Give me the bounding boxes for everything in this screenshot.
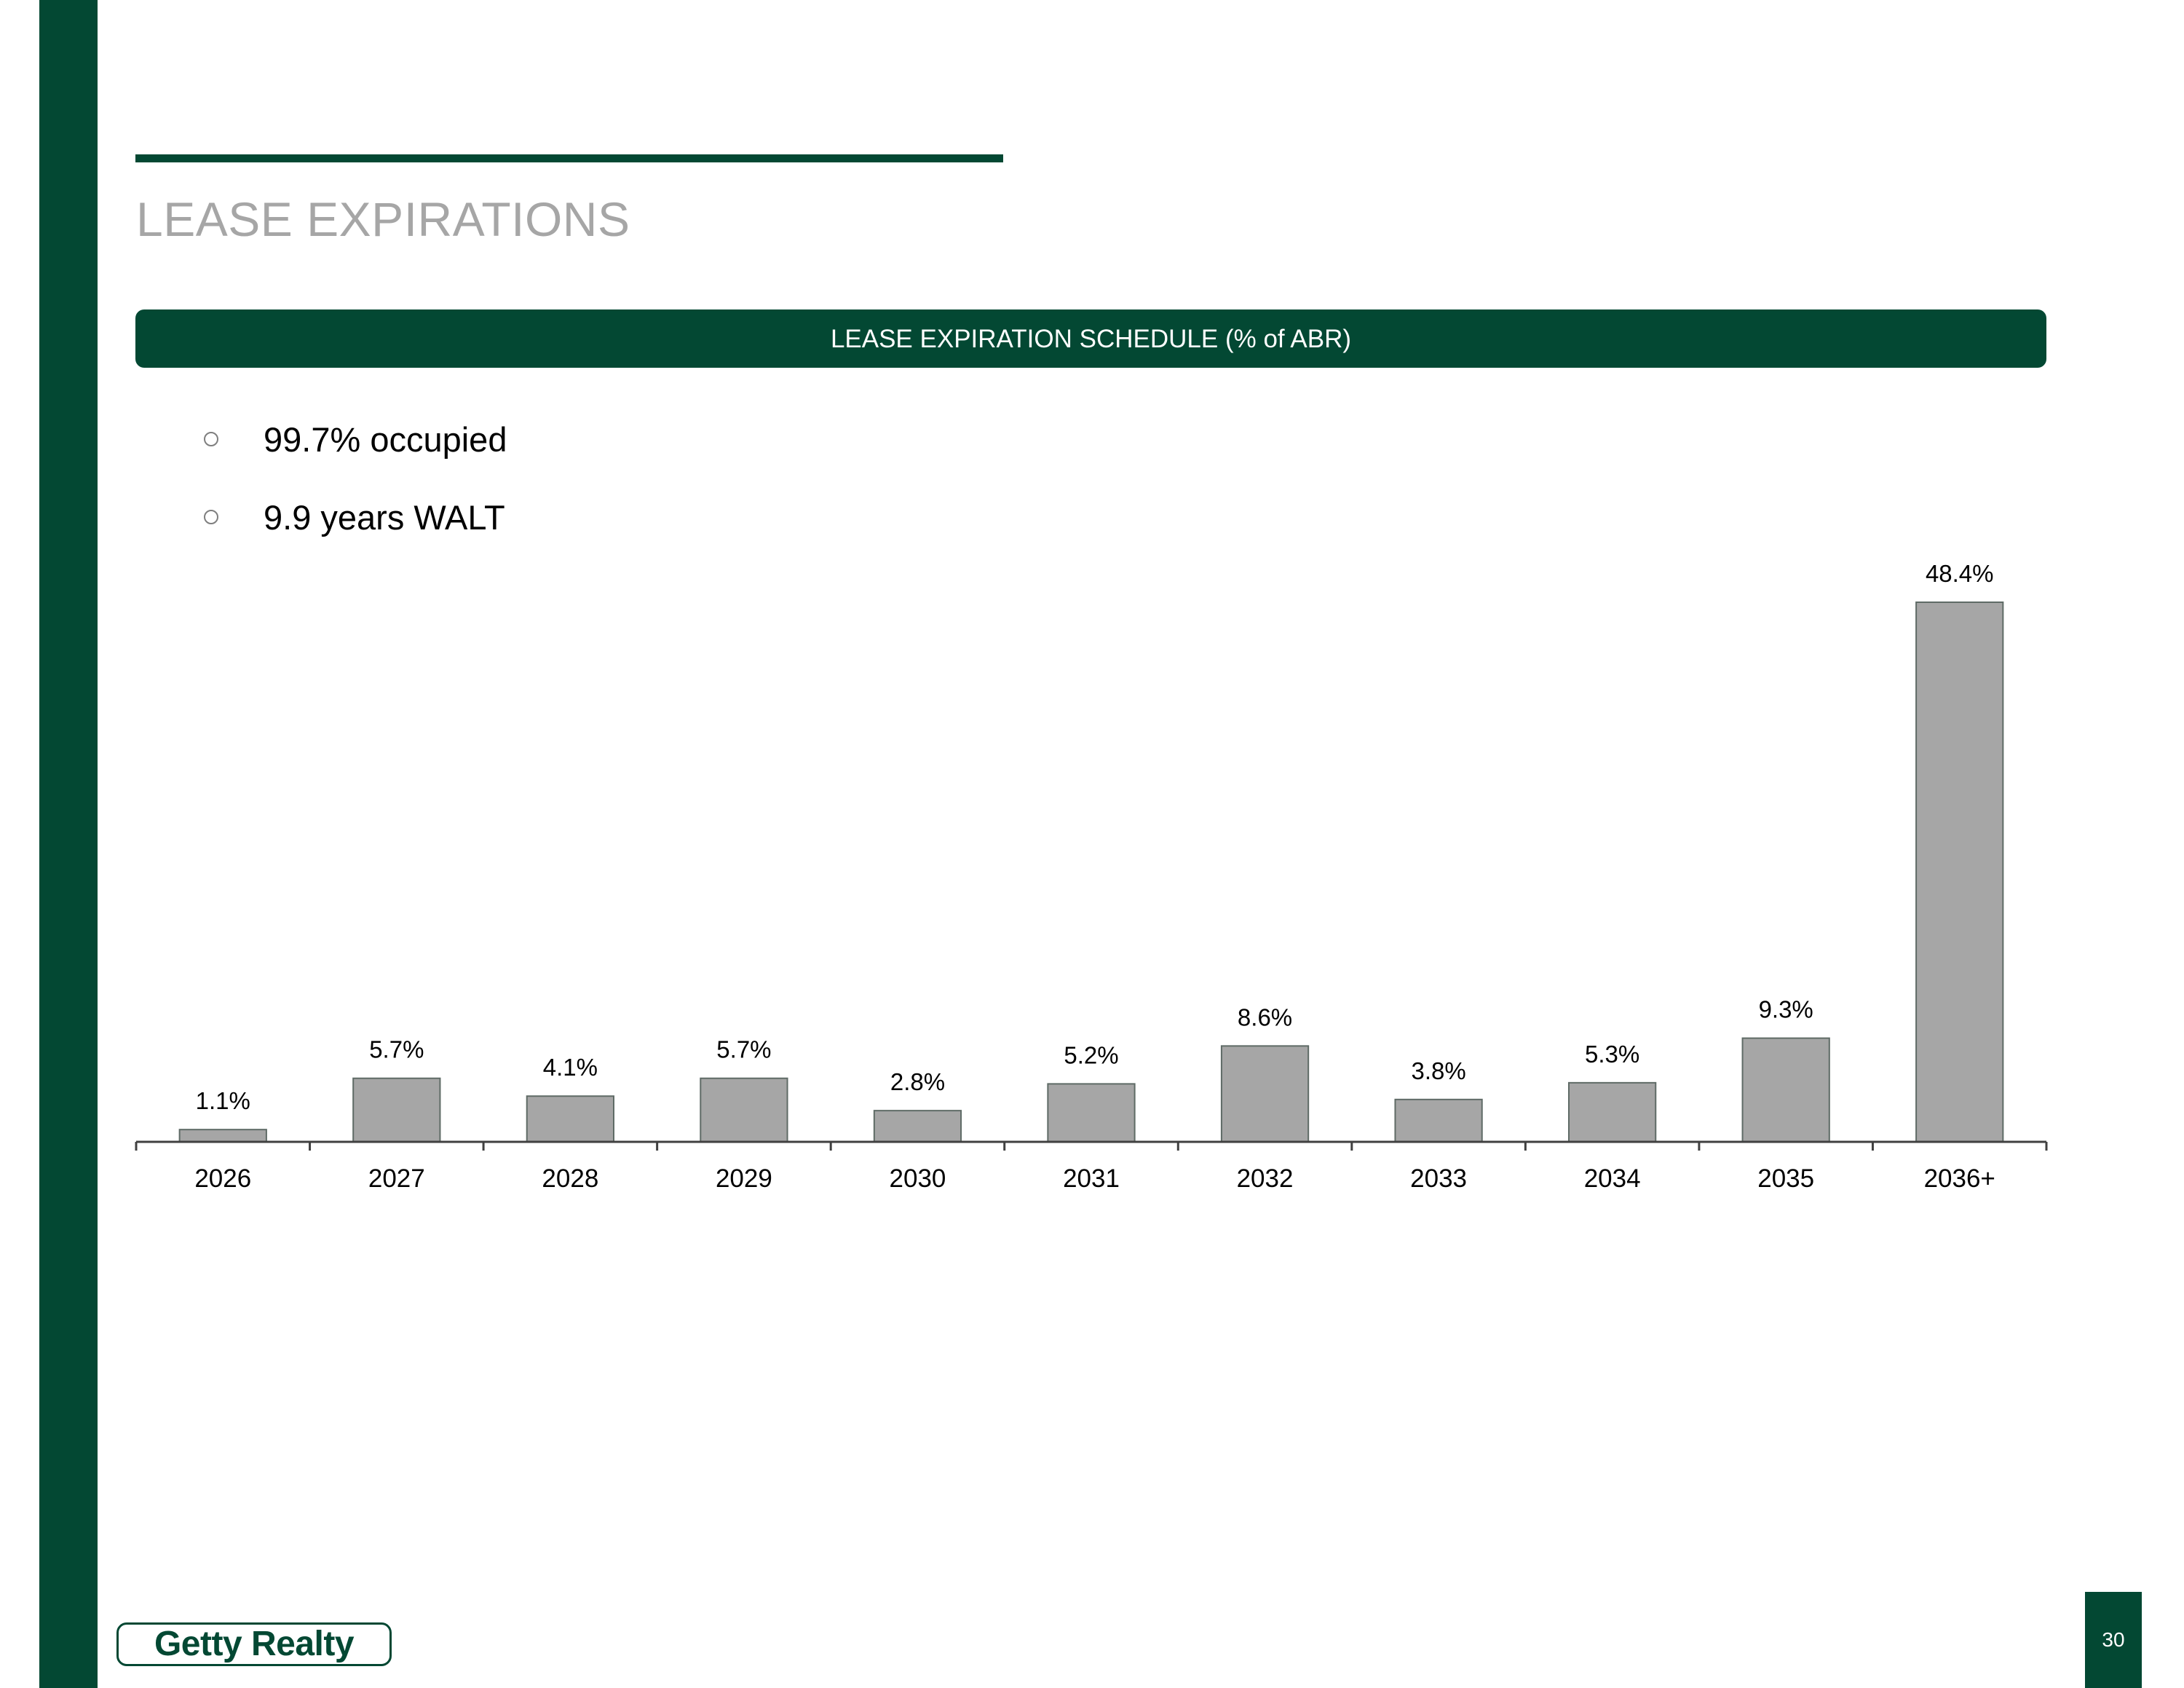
- bar: [1568, 1081, 1657, 1143]
- company-logo: Getty Realty: [116, 1622, 392, 1666]
- chart-section-header: LEASE EXPIRATION SCHEDULE (% of ABR): [135, 309, 2046, 368]
- data-label: 5.7%: [369, 1036, 424, 1063]
- x-tick-label: 2032: [1237, 1164, 1294, 1193]
- bar: [178, 1129, 267, 1143]
- data-label: 9.3%: [1759, 996, 1813, 1023]
- bar: [1915, 602, 2004, 1143]
- bar: [526, 1095, 615, 1143]
- bar: [1047, 1083, 1136, 1143]
- bullet-item: 9.9 years WALT: [204, 494, 507, 540]
- bar: [352, 1077, 441, 1143]
- data-label: 8.6%: [1238, 1003, 1292, 1030]
- bar: [873, 1110, 962, 1143]
- x-tick-label: 2033: [1410, 1164, 1467, 1193]
- bar: [700, 1077, 788, 1143]
- bullet-text: 99.7% occupied: [264, 419, 507, 459]
- data-label: 48.4%: [1926, 560, 1994, 587]
- logo-text: Getty Realty: [154, 1625, 355, 1663]
- data-label: 1.1%: [196, 1087, 250, 1114]
- data-label: 4.1%: [543, 1054, 598, 1081]
- data-label: 2.8%: [890, 1068, 945, 1095]
- chart-section-header-label: LEASE EXPIRATION SCHEDULE (% of ABR): [830, 324, 1352, 353]
- x-tick-label: 2026: [194, 1164, 251, 1193]
- title-rule: [135, 154, 1003, 162]
- x-tick-label: 2028: [542, 1164, 598, 1193]
- circle-bullet-icon: [204, 510, 218, 524]
- x-tick-label: 2034: [1584, 1164, 1641, 1193]
- x-tick-label: 2029: [716, 1164, 772, 1193]
- x-tick-label: 2031: [1063, 1164, 1120, 1193]
- data-label: 5.2%: [1064, 1041, 1118, 1068]
- left-accent-bar: [39, 0, 98, 1688]
- data-label: 3.8%: [1411, 1057, 1465, 1084]
- bar: [1741, 1037, 1830, 1143]
- bullet-text: 9.9 years WALT: [264, 497, 505, 537]
- x-tick-label: 2030: [890, 1164, 946, 1193]
- x-tick-label: 2035: [1757, 1164, 1814, 1193]
- x-tick-label: 2036+: [1924, 1164, 1995, 1193]
- data-label: 5.3%: [1585, 1041, 1639, 1068]
- circle-bullet-icon: [204, 432, 218, 446]
- bullet-list: 99.7% occupied 9.9 years WALT: [204, 417, 507, 572]
- bar: [1220, 1045, 1310, 1143]
- data-label: 5.7%: [716, 1036, 771, 1063]
- page-title: LEASE EXPIRATIONS: [136, 192, 630, 246]
- bullet-item: 99.7% occupied: [204, 417, 507, 462]
- page-number-box: 30: [2085, 1592, 2142, 1688]
- page-number: 30: [2102, 1628, 2125, 1651]
- bar: [1394, 1098, 1483, 1143]
- x-tick-label: 2027: [368, 1164, 425, 1193]
